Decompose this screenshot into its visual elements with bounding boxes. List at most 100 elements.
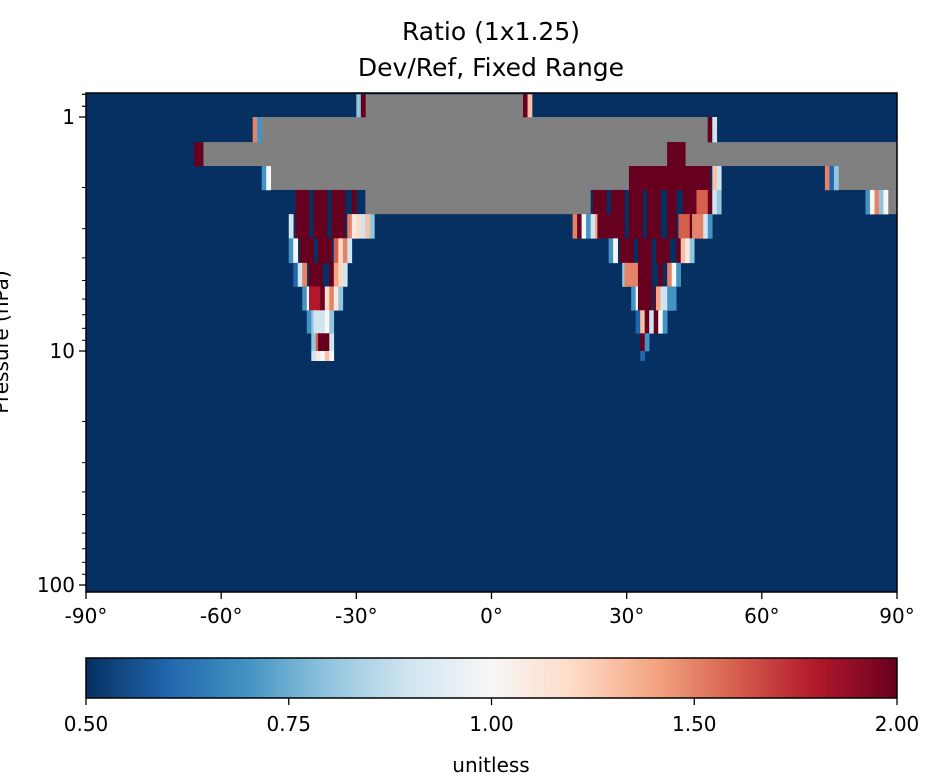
x-tick-label: -90° — [65, 604, 108, 628]
heatmap-cell — [644, 310, 650, 334]
heatmap-cell — [266, 166, 272, 191]
heatmap-cell — [324, 286, 330, 311]
chart-subtitle: Dev/Ref, Fixed Range — [358, 53, 624, 82]
heatmap-cell — [649, 310, 654, 334]
heatmap-cell — [631, 286, 636, 311]
heatmap-cell — [833, 166, 839, 191]
heatmap-cell — [338, 238, 344, 264]
heatmap-cell — [329, 333, 335, 352]
heatmap-cell — [676, 262, 682, 287]
heatmap-cell — [716, 189, 722, 215]
heatmap-cell — [365, 214, 371, 239]
heatmap-cell — [523, 94, 528, 118]
heatmap-cell — [257, 117, 263, 143]
heatmap-cell — [302, 286, 308, 311]
heatmap-cell — [628, 189, 643, 215]
colorbar-tick-label: 1.50 — [672, 712, 717, 736]
heatmap-cell — [667, 262, 673, 287]
heatmap-cell — [676, 238, 682, 264]
heatmap-cell — [635, 310, 641, 334]
heatmap-cell — [610, 189, 625, 215]
heatmap-cell — [878, 189, 884, 215]
heatmap-cell — [644, 333, 650, 352]
heatmap-cell — [288, 238, 294, 264]
heatmap-cell — [311, 351, 317, 361]
y-tick-label: 1 — [62, 105, 75, 129]
nan-region — [365, 189, 591, 215]
heatmap-cell — [712, 166, 718, 191]
heatmap-cell — [712, 189, 718, 215]
heatmap-cell — [333, 286, 339, 311]
heatmap-cell — [682, 166, 697, 191]
heatmap-cell — [295, 214, 310, 239]
heatmap-cell — [333, 262, 339, 287]
heatmap-cell — [293, 238, 299, 264]
colorbar-tick-label: 1.00 — [469, 712, 514, 736]
heatmap-cell — [351, 214, 357, 239]
heatmap-cell — [669, 166, 684, 191]
heatmap-cell — [295, 189, 310, 215]
heatmap-cell — [696, 189, 711, 215]
heatmap-cell — [329, 351, 335, 361]
colorbar: 0.50 0.75 1.00 1.50 2.00 unitless — [64, 657, 920, 777]
heatmap-cell — [194, 142, 204, 167]
y-axis: 1 10 100 — [37, 93, 86, 597]
heatmap-cell — [667, 214, 677, 239]
value-cell-group — [194, 94, 889, 361]
heatmap-cell — [637, 262, 652, 287]
heatmap-cell — [311, 333, 317, 352]
heatmap-cell — [637, 238, 652, 264]
heatmap-cell — [590, 214, 596, 239]
nan-region — [270, 166, 632, 190]
heatmap-cell — [628, 166, 643, 191]
heatmap-cell — [347, 238, 353, 264]
heatmap-cell — [703, 214, 709, 239]
nan-region — [365, 94, 524, 117]
nan-region — [261, 117, 708, 143]
heatmap-cell — [655, 238, 670, 264]
heatmap-cell — [252, 117, 258, 143]
heatmap-cell — [640, 333, 645, 352]
nan-region-group — [203, 94, 897, 215]
heatmap-cell — [369, 214, 375, 239]
heatmap-cell — [608, 238, 614, 264]
heatmap-cell — [689, 238, 695, 264]
x-tick-label: -30° — [335, 604, 378, 628]
heatmap-cell — [671, 262, 677, 287]
heatmap-cell — [313, 214, 328, 239]
heatmap-cell — [676, 142, 686, 167]
x-tick-label: 60° — [744, 604, 779, 628]
heatmap-cell — [716, 166, 722, 191]
heatmap-cell — [691, 214, 706, 239]
heatmap-cell — [829, 166, 835, 191]
heatmap-cell — [351, 189, 357, 215]
heatmap-cell — [637, 286, 652, 311]
heatmap-cell — [297, 262, 303, 287]
heatmap-cell — [342, 262, 348, 287]
nan-region — [685, 142, 897, 167]
heatmap-cell — [306, 310, 312, 334]
y-axis-label: Pressure (hPa) — [0, 270, 13, 413]
heatmap-cell — [527, 94, 533, 118]
heatmap-cell — [302, 262, 308, 287]
heatmap-cell — [347, 214, 353, 239]
heatmap-cell — [592, 189, 607, 215]
heatmap-cell — [333, 238, 339, 264]
heatmap-cell — [360, 94, 366, 118]
heatmap-cell — [824, 166, 830, 191]
x-tick-label: -60° — [200, 604, 243, 628]
heatmap-cell — [309, 286, 323, 311]
heatmap-cell — [646, 189, 661, 215]
heatmap-cell — [869, 189, 875, 215]
heatmap-cell — [613, 238, 618, 264]
heatmap-cell — [712, 117, 718, 143]
colorbar-label: unitless — [452, 753, 529, 777]
heatmap-cell — [320, 351, 326, 361]
heatmap-cell — [642, 166, 657, 191]
heatmap-cell — [658, 262, 664, 287]
heatmap-cell — [696, 166, 711, 191]
heatmap-cell — [329, 286, 335, 311]
colorbar-tick-label: 2.00 — [875, 712, 920, 736]
heatmap-cell — [313, 189, 328, 215]
heatmap-cell — [680, 238, 686, 264]
